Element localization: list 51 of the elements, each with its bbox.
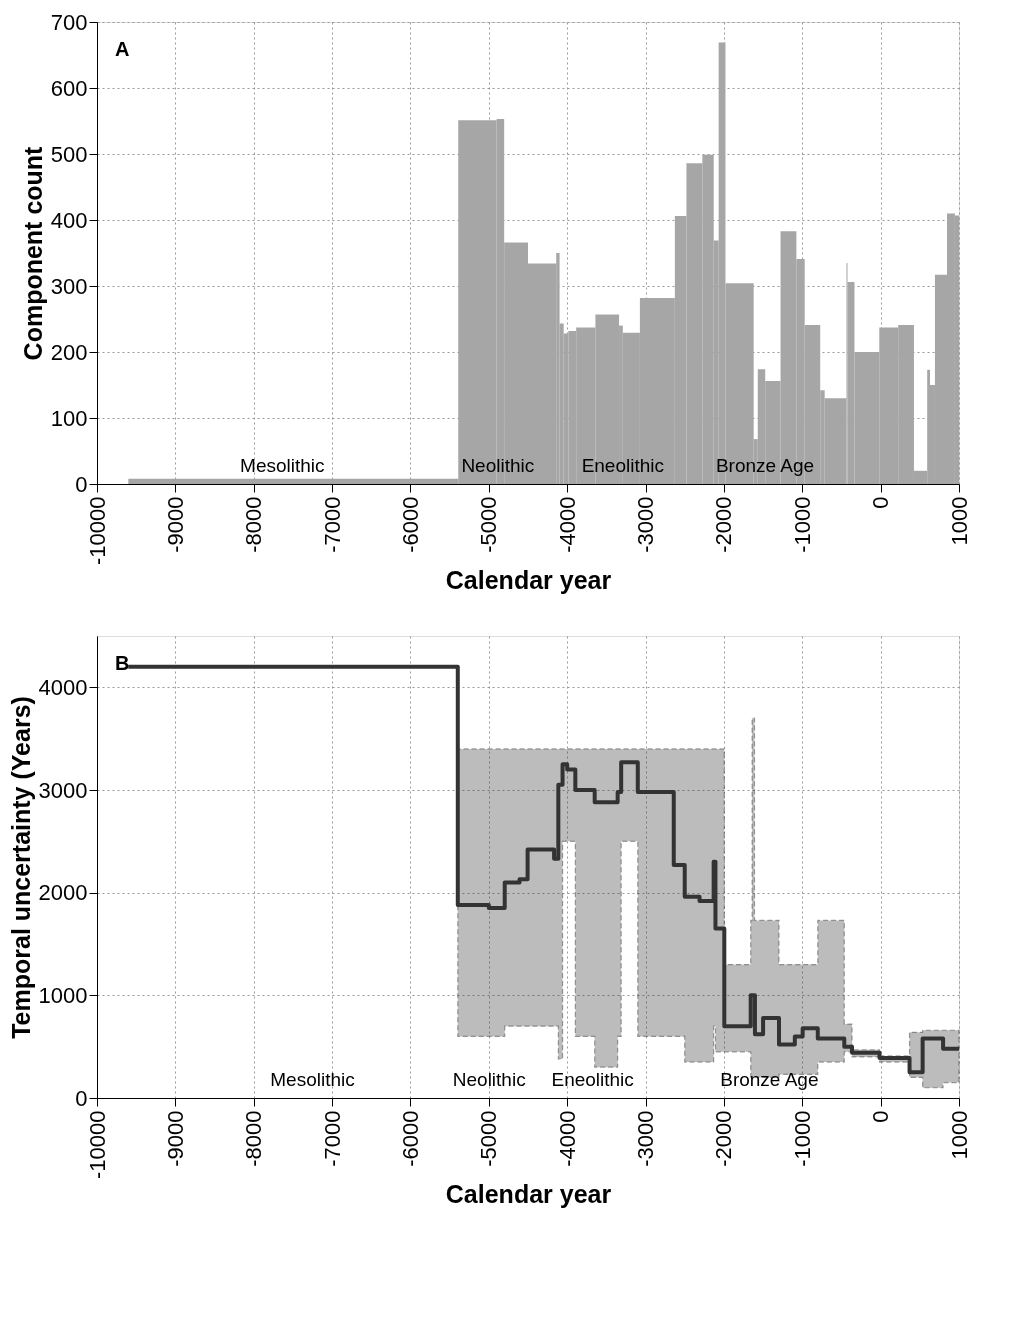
x-tick-label: -7000 — [319, 1110, 345, 1167]
x-tick-label: 1000 — [946, 496, 972, 546]
annotation: Neolithic — [461, 455, 535, 476]
x-tick-label: -3000 — [633, 1110, 659, 1167]
annotation: Neolithic — [452, 1069, 526, 1090]
x-tick-label: -5000 — [476, 496, 502, 553]
x-tick-label: -1000 — [789, 1110, 815, 1167]
x-tick-label: 0 — [868, 496, 894, 509]
y-tick-label: 500 — [50, 141, 88, 167]
x-axis-title: Calendar year — [445, 1180, 612, 1208]
annotation: Mesolithic — [240, 455, 325, 476]
x-tick-label: -1000 — [789, 496, 815, 553]
annotation: Bronze Age — [720, 1069, 819, 1090]
y-tick-label: 600 — [50, 75, 88, 101]
x-tick-label: -8000 — [241, 1110, 267, 1167]
y-tick-label: 700 — [50, 9, 88, 35]
y-tick-label: 4000 — [38, 674, 88, 700]
x-tick-label: -4000 — [554, 1110, 580, 1167]
x-tick-label: -9000 — [162, 496, 188, 553]
x-tick-label: -10000 — [84, 496, 110, 566]
annotation: Eneolithic — [581, 455, 665, 476]
y-axis-title: Temporal uncertainty (Years) — [6, 696, 35, 1039]
x-tick-label: -3000 — [633, 496, 659, 553]
y-tick-label: 2000 — [38, 880, 88, 906]
y-tick-label: 0 — [75, 471, 88, 497]
x-tick-label: -5000 — [476, 1110, 502, 1167]
x-axis-title: Calendar year — [445, 566, 612, 594]
y-tick-label: 400 — [50, 207, 88, 233]
annotation: Eneolithic — [551, 1069, 634, 1090]
y-axis-title: Component count — [18, 145, 47, 361]
x-tick-label: -2000 — [711, 496, 737, 553]
y-tick-label: 100 — [50, 405, 88, 431]
annotation: Bronze Age — [715, 455, 815, 476]
x-tick-label: -7000 — [319, 496, 345, 553]
x-tick-label: 0 — [868, 1110, 894, 1123]
x-tick-label: -4000 — [554, 496, 580, 553]
text: B — [115, 652, 130, 674]
y-tick-label: 1000 — [38, 982, 88, 1008]
x-tick-label: -6000 — [397, 1110, 423, 1167]
x-tick-label: -10000 — [84, 1110, 110, 1180]
x-tick-label: 1000 — [946, 1110, 972, 1160]
y-tick-label: 200 — [50, 339, 88, 365]
annotation: Mesolithic — [270, 1069, 355, 1090]
y-tick-label: 3000 — [38, 777, 88, 803]
y-tick-label: 0 — [75, 1085, 88, 1111]
x-tick-label: -2000 — [711, 1110, 737, 1167]
x-tick-label: -8000 — [241, 496, 267, 553]
y-tick-label: 300 — [50, 273, 88, 299]
x-tick-label: -9000 — [162, 1110, 188, 1167]
text: A — [115, 38, 130, 60]
x-tick-label: -6000 — [397, 496, 423, 553]
